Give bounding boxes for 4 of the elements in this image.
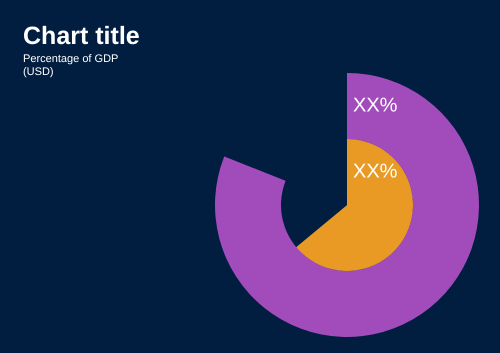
text: Percentage of GDP (USD) — [23, 53, 118, 79]
data-label: XX% — [353, 94, 398, 117]
data-label: XX% — [353, 160, 398, 183]
chart-title: Chart title — [23, 22, 140, 51]
